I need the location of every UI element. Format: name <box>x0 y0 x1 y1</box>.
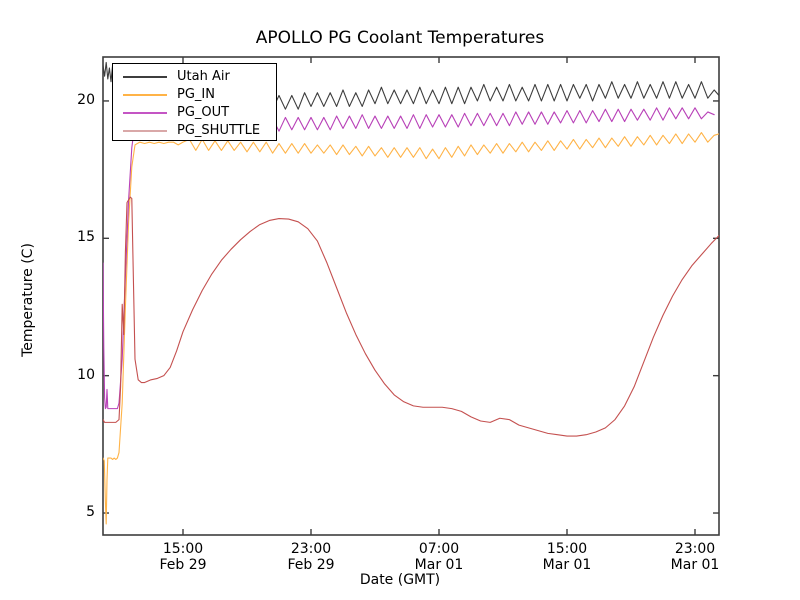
x-tick-label: 15:00 Feb 29 <box>123 541 243 573</box>
legend: Utah Air PG_IN PG_OUT PG_SHUTTLE <box>112 63 277 141</box>
x-tick-label: 23:00 Feb 29 <box>251 541 371 573</box>
y-tick-label: 5 <box>86 504 95 521</box>
y-tick-label: 20 <box>77 91 95 108</box>
x-tick-time: 23:00 <box>290 541 332 557</box>
x-tick-date: Mar 01 <box>670 557 720 573</box>
legend-item-pg-out: PG_OUT <box>119 104 274 122</box>
x-tick-label: 23:00 Mar 01 <box>635 541 755 573</box>
x-tick-date: Mar 01 <box>414 557 464 573</box>
chart-title: APOLLO PG Coolant Temperatures <box>255 28 545 48</box>
legend-swatch-icon <box>123 112 167 114</box>
series-line-pg-out <box>103 107 715 410</box>
legend-item-pg-shuttle: PG_SHUTTLE <box>119 122 274 140</box>
legend-swatch-icon <box>123 94 167 96</box>
y-tick-label: 15 <box>77 229 95 246</box>
legend-swatch-icon <box>123 76 167 78</box>
legend-label: PG_IN <box>177 87 215 102</box>
legend-item-pg-in: PG_IN <box>119 86 274 104</box>
legend-label: PG_SHUTTLE <box>177 123 261 138</box>
x-tick-date: Feb 29 <box>159 557 207 573</box>
legend-label: PG_OUT <box>177 105 230 120</box>
legend-item-utah-air: Utah Air <box>119 68 274 86</box>
legend-label: Utah Air <box>177 69 230 84</box>
series-line-pg-in <box>103 132 719 525</box>
x-axis-label: Date (GMT) <box>359 572 441 588</box>
series-line-pg-shuttle <box>103 196 719 437</box>
x-tick-label: 15:00 Mar 01 <box>507 541 627 573</box>
legend-swatch-icon <box>123 130 167 132</box>
y-tick-label: 10 <box>77 366 95 383</box>
x-tick-date: Feb 29 <box>287 557 335 573</box>
x-tick-time: 07:00 <box>418 541 460 557</box>
x-tick-time: 15:00 <box>162 541 204 557</box>
x-tick-time: 15:00 <box>546 541 588 557</box>
x-tick-date: Mar 01 <box>542 557 592 573</box>
x-tick-label: 07:00 Mar 01 <box>379 541 499 573</box>
x-tick-time: 23:00 <box>674 541 716 557</box>
